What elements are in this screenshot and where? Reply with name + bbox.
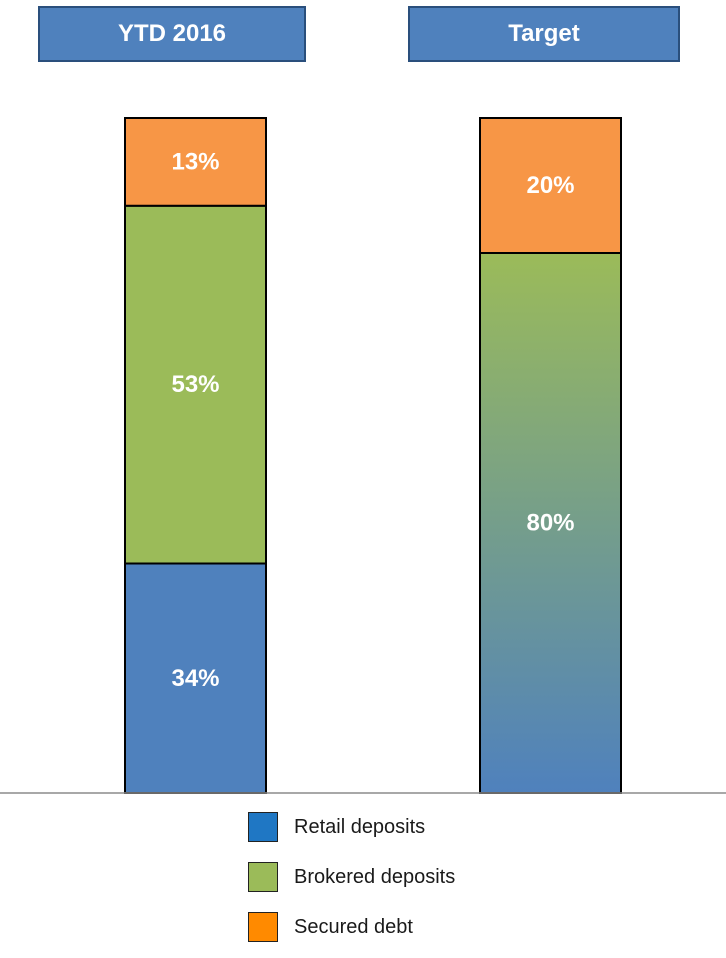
legend-item-brokered-deposits: Brokered deposits	[248, 858, 455, 896]
legend-item-secured-debt: Secured debt	[248, 908, 455, 946]
legend-label-brokered-deposits: Brokered deposits	[294, 865, 456, 888]
stacked-bar-chart: 34% 53% 13% 80% 20%	[0, 117, 726, 794]
header-target: Target	[408, 6, 680, 62]
legend-swatch-retail-deposits	[248, 812, 278, 842]
legend-swatch-brokered-deposits	[248, 862, 278, 892]
labels-layer: 34% 53% 13% 80% 20%	[171, 148, 574, 691]
data-label-ytd-2016-secured-debt: 13%	[171, 148, 219, 175]
bar-ytd-2016-retail-deposits	[124, 562, 267, 794]
bar-target-secured-debt	[479, 117, 622, 254]
data-label-ytd-2016-retail-deposits: 34%	[171, 665, 219, 692]
legend-item-retail-deposits: Retail deposits	[248, 808, 455, 846]
data-label-target-combined-deposits: 80%	[526, 510, 574, 537]
legend: Retail deposits Brokered deposits Secure…	[248, 808, 455, 958]
bar-ytd-2016-secured-debt	[124, 117, 267, 207]
legend-label-secured-debt: Secured debt	[294, 915, 413, 938]
header-ytd-2016: YTD 2016	[38, 6, 306, 62]
header-target-label: Target	[508, 20, 580, 47]
legend-label-retail-deposits: Retail deposits	[294, 815, 426, 838]
legend-swatch-secured-debt	[248, 912, 278, 942]
header-ytd-label: YTD 2016	[117, 20, 227, 47]
data-label-target-secured-debt: 20%	[526, 172, 574, 199]
data-label-ytd-2016-brokered-deposits: 53%	[171, 371, 219, 398]
bars-layer	[124, 117, 622, 794]
bar-target-combined-deposits	[479, 252, 622, 794]
